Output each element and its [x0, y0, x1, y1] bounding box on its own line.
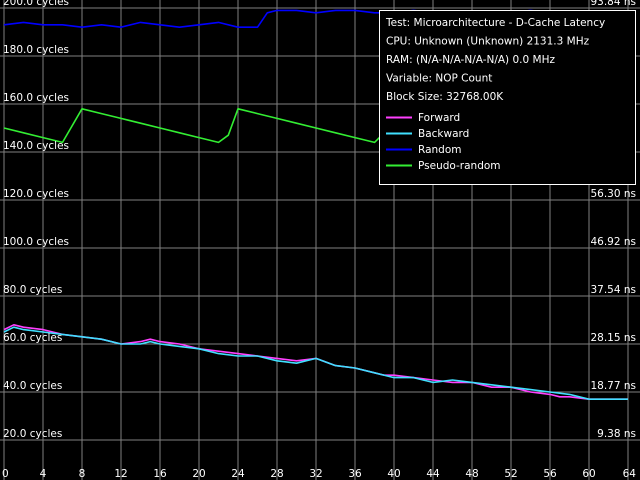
- info-box: Test: Microarchitecture - D-Cache Latenc…: [379, 10, 636, 185]
- x-tick-label: 0: [2, 468, 9, 480]
- y-left-tick-label: 140.0 cycles: [3, 140, 69, 152]
- x-tick-label: 16: [153, 468, 167, 480]
- x-axis-labels: 0 4 8 12 16 20 24 28 32 36 40 44 48 52 56 60 64: [2, 468, 636, 480]
- y-right-tick-label: 9.38 ns: [597, 428, 636, 440]
- y-right-tick-label: 46.92 ns: [590, 236, 636, 248]
- info-line: RAM: (N/A-N/A-N/A-N/A) 0.0 MHz: [386, 54, 555, 66]
- y-right-tick-label: 37.54 ns: [590, 284, 636, 296]
- x-tick-label: 4: [40, 468, 47, 480]
- y-left-tick-label: 20.0 cycles: [3, 428, 62, 440]
- y-left-tick-label: 180.0 cycles: [3, 44, 69, 56]
- x-tick-label: 64: [623, 468, 637, 480]
- x-tick-label: 48: [465, 468, 478, 480]
- x-tick-label: 8: [79, 468, 86, 480]
- legend-label: Forward: [418, 112, 460, 124]
- info-line: Test: Microarchitecture - D-Cache Latenc…: [385, 17, 605, 29]
- x-tick-label: 36: [348, 468, 362, 480]
- info-box-frame: [379, 10, 636, 185]
- legend-label: Backward: [418, 128, 469, 140]
- x-tick-label: 44: [426, 468, 440, 480]
- x-tick-label: 60: [582, 468, 595, 480]
- y-left-tick-label: 60.0 cycles: [3, 332, 62, 344]
- info-line: Block Size: 32768.00K: [386, 91, 504, 103]
- y-right-tick-label: 28.15 ns: [590, 332, 636, 344]
- y-right-tick-label: 56.30 ns: [590, 188, 636, 200]
- x-tick-label: 32: [309, 468, 322, 480]
- y-left-tick-label: 160.0 cycles: [3, 92, 69, 104]
- info-line: CPU: Unknown (Unknown) 2131.3 MHz: [386, 36, 590, 48]
- x-tick-label: 56: [543, 468, 557, 480]
- info-line: Variable: NOP Count: [386, 73, 492, 85]
- y-left-tick-label: 120.0 cycles: [3, 188, 69, 200]
- x-tick-label: 28: [270, 468, 283, 480]
- y-left-tick-label: 200.0 cycles: [3, 0, 69, 8]
- legend-label: Pseudo-random: [418, 160, 501, 172]
- series-line-backward: [3, 326, 628, 401]
- y-left-tick-label: 40.0 cycles: [3, 380, 62, 392]
- x-tick-label: 24: [231, 468, 245, 480]
- x-tick-label: 40: [387, 468, 400, 480]
- legend-label: Random: [418, 144, 461, 156]
- y-right-tick-label: 93.84 ns: [590, 0, 636, 8]
- y-left-tick-label: 100.0 cycles: [3, 236, 69, 248]
- y-left-tick-label: 80.0 cycles: [3, 284, 62, 296]
- x-tick-label: 12: [114, 468, 127, 480]
- x-tick-label: 52: [504, 468, 517, 480]
- x-tick-label: 20: [192, 468, 205, 480]
- y-right-tick-label: 18.77 ns: [590, 380, 636, 392]
